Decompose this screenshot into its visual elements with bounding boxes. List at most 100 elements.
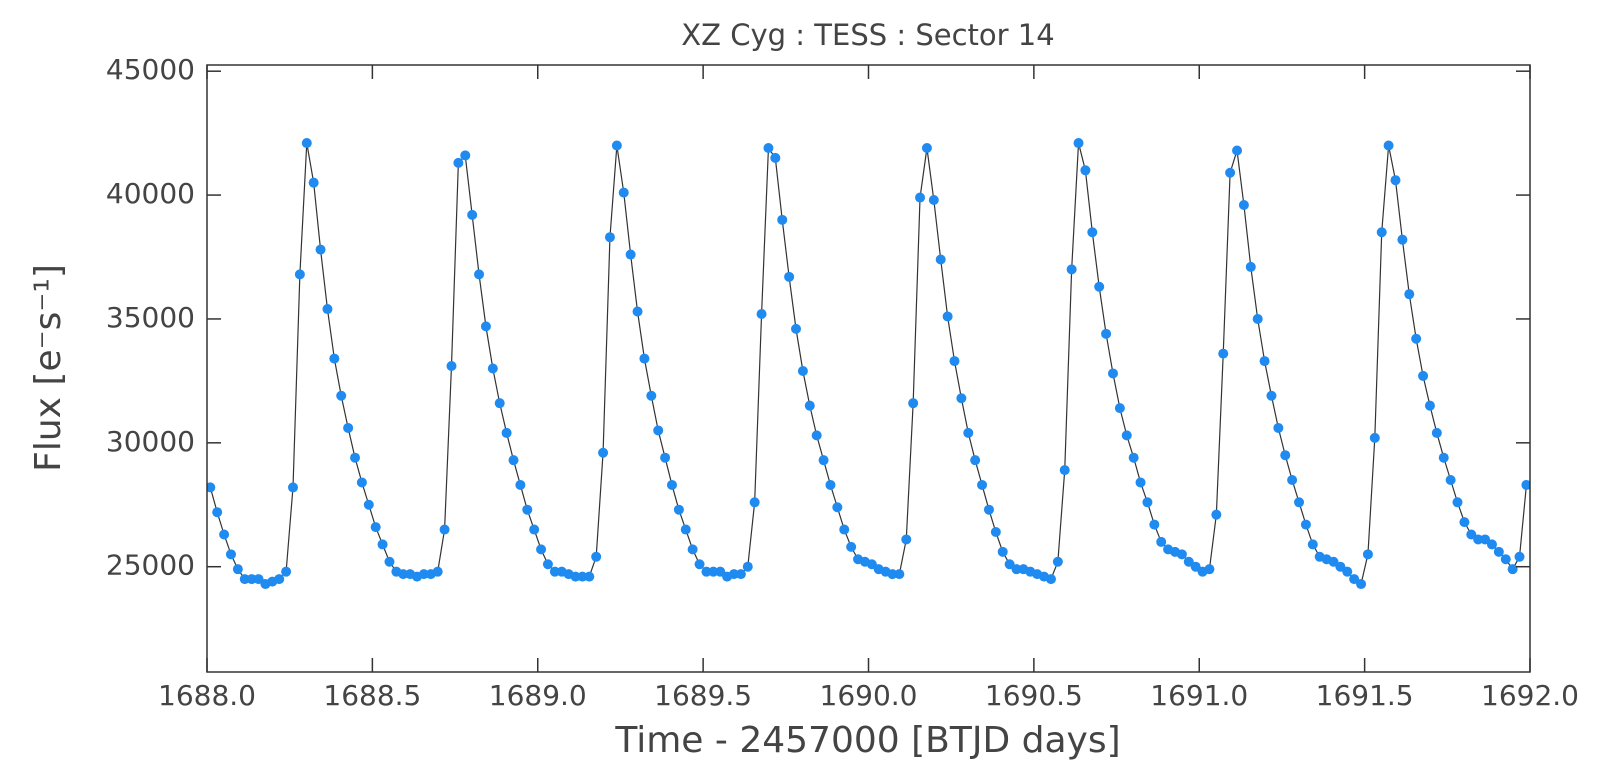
data-point: [460, 150, 471, 161]
data-point: [446, 361, 457, 372]
data-point: [1232, 145, 1243, 156]
data-point: [1514, 551, 1525, 562]
data-point: [1142, 497, 1153, 508]
data-point: [301, 138, 312, 149]
data-point: [1094, 281, 1105, 292]
data-point: [322, 304, 333, 315]
data-point: [1080, 165, 1091, 176]
data-point: [1045, 574, 1056, 585]
data-point: [997, 546, 1008, 557]
data-point: [625, 249, 636, 260]
data-point: [453, 157, 464, 168]
data-point: [529, 524, 540, 535]
data-point: [839, 524, 850, 535]
data-point: [1404, 289, 1415, 300]
data-point: [1335, 561, 1346, 572]
data-point: [701, 566, 712, 577]
data-point: [207, 482, 216, 493]
data-point: [646, 390, 657, 401]
data-point: [990, 527, 1001, 538]
y-tick-label: 45000: [106, 53, 195, 86]
data-point: [1273, 422, 1284, 433]
data-point: [1438, 452, 1449, 463]
data-point: [494, 398, 505, 409]
data-point: [673, 504, 684, 515]
data-point: [315, 244, 326, 255]
data-point: [281, 566, 292, 577]
data-point: [1397, 234, 1408, 245]
data-point: [418, 569, 429, 580]
y-tick-label: 30000: [106, 425, 195, 458]
data-point: [474, 269, 485, 280]
data-point: [487, 363, 498, 374]
data-point: [777, 214, 788, 225]
data-point: [1493, 546, 1504, 557]
data-point: [1294, 497, 1305, 508]
data-point: [294, 269, 305, 280]
data-point: [336, 390, 347, 401]
data-point: [501, 427, 512, 438]
data-point: [1521, 479, 1530, 490]
data-point: [549, 566, 560, 577]
data-point: [1004, 559, 1015, 570]
data-point: [515, 479, 526, 490]
data-point: [467, 209, 478, 220]
data-point: [1101, 328, 1112, 339]
y-tick-label: 25000: [106, 549, 195, 582]
data-point: [763, 142, 774, 153]
data-point: [1500, 554, 1511, 565]
data-point: [1128, 452, 1139, 463]
data-point: [749, 497, 760, 508]
data-point: [1218, 348, 1229, 359]
data-point: [1287, 474, 1298, 485]
data-point: [1135, 477, 1146, 488]
data-point: [1059, 465, 1070, 476]
data-point: [1328, 556, 1339, 567]
data-point: [356, 477, 367, 488]
data-point: [1238, 199, 1249, 210]
data-point: [728, 569, 739, 580]
data-point: [1431, 427, 1442, 438]
x-tick-label: 1689.5: [654, 679, 752, 712]
data-point: [584, 571, 595, 582]
data-point: [983, 504, 994, 515]
data-point: [660, 452, 671, 463]
data-point: [1473, 534, 1484, 545]
data-point: [1252, 313, 1263, 324]
data-point: [908, 398, 919, 409]
data-point: [1383, 140, 1394, 151]
data-point: [790, 323, 801, 334]
data-point: [1107, 368, 1118, 379]
data-point: [570, 571, 581, 582]
chart-title: XZ Cyg : TESS : Sector 14: [681, 18, 1054, 52]
data-point: [928, 195, 939, 206]
data-point: [949, 356, 960, 367]
data-point: [1459, 517, 1470, 528]
data-point: [1052, 556, 1063, 567]
data-point: [784, 271, 795, 282]
data-point: [1418, 370, 1429, 381]
x-tick-label: 1691.5: [1316, 679, 1414, 712]
data-point: [1349, 574, 1360, 585]
plot-area: [207, 138, 1530, 590]
plot-frame: [206, 64, 1531, 673]
y-tick-label: 35000: [106, 301, 195, 334]
data-point: [1480, 534, 1491, 545]
data-point: [1204, 564, 1215, 575]
data-point: [770, 152, 781, 163]
data-point: [846, 541, 857, 552]
data-point: [219, 529, 230, 540]
data-point: [611, 140, 622, 151]
data-point: [1114, 403, 1125, 414]
data-point: [1342, 566, 1353, 577]
data-point: [232, 564, 243, 575]
data-point: [432, 566, 443, 577]
data-point: [1362, 549, 1373, 560]
data-point: [274, 574, 285, 585]
data-point: [1121, 430, 1132, 441]
data-point: [1073, 138, 1084, 149]
data-point: [708, 566, 719, 577]
data-point: [246, 574, 257, 585]
data-point: [239, 574, 250, 585]
data-point: [956, 393, 967, 404]
